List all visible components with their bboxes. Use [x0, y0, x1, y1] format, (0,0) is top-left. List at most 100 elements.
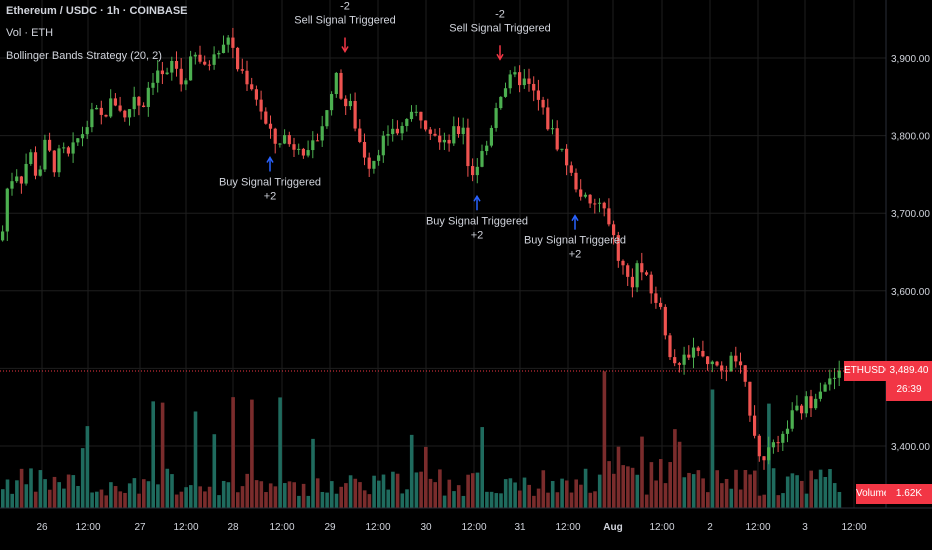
volume-bar — [659, 459, 663, 508]
volume-bar — [142, 479, 146, 508]
volume-bar — [198, 486, 202, 508]
candle-body — [146, 87, 150, 108]
candle-body — [790, 410, 794, 429]
candle-body — [424, 120, 428, 130]
candle-body — [626, 265, 630, 277]
volume-bar — [358, 482, 362, 508]
candle-body — [522, 78, 526, 86]
candle-body — [29, 152, 33, 164]
candle-body — [156, 70, 160, 83]
volume-bar — [663, 483, 668, 508]
volume-legend[interactable]: Vol · ETH — [6, 27, 54, 39]
buy-signal-qty: +2 — [471, 229, 484, 241]
candle-body — [438, 135, 442, 143]
candle-body — [701, 350, 705, 357]
candle-body — [297, 148, 301, 150]
volume-bar — [123, 492, 127, 508]
candle-body — [644, 272, 649, 275]
volume-bar — [245, 473, 249, 508]
volume-bar — [132, 478, 137, 508]
candle-body — [447, 139, 451, 144]
buy-signal-label: Buy Signal Triggered — [219, 176, 321, 188]
volume-bar — [5, 479, 10, 508]
volume-bar — [832, 483, 837, 508]
strategy-legend[interactable]: Bollinger Bands Strategy (20, 2) — [6, 50, 162, 62]
volume-bar — [555, 492, 560, 508]
volume-bar — [29, 468, 33, 508]
candle-body — [818, 391, 822, 399]
candle-body — [428, 129, 432, 134]
volume-bar — [602, 371, 607, 508]
volume-bar — [804, 493, 809, 508]
candle-body — [381, 135, 385, 156]
time-tick-label: 12:00 — [745, 522, 770, 533]
candle-body — [673, 357, 677, 364]
volume-bar — [654, 480, 658, 508]
volume-bar — [771, 468, 776, 508]
candle-body — [607, 208, 611, 225]
candle-body — [414, 111, 418, 113]
volume-bar — [414, 472, 419, 508]
volume-bar — [626, 466, 630, 508]
volume-bar — [203, 491, 207, 508]
volume-bar — [95, 491, 99, 508]
sell-signal-label: Sell Signal Triggered — [449, 22, 551, 34]
candle-body — [621, 260, 625, 266]
candle-body — [489, 127, 493, 146]
volume-bar — [250, 399, 254, 508]
sell-signal-label: Sell Signal Triggered — [294, 15, 396, 27]
volume-bar — [743, 470, 748, 508]
buy-arrow-head — [473, 194, 481, 202]
volume-bar — [753, 470, 757, 508]
volume-bar — [90, 492, 94, 508]
volume-tag: Volume — [856, 484, 889, 504]
price-tick-label: 3,400.00 — [891, 442, 930, 453]
candle-body — [85, 127, 89, 135]
price-axis-bg — [886, 0, 932, 550]
candle-body — [245, 70, 249, 85]
candle-body — [452, 126, 456, 144]
candle-body — [494, 108, 498, 128]
volume-bar — [372, 475, 376, 508]
candle-body — [160, 70, 164, 75]
buy-signal-label: Buy Signal Triggered — [524, 235, 626, 247]
candle-body — [179, 68, 183, 85]
chart-title[interactable]: Ethereum / USDC · 1h · COINBASE — [6, 5, 188, 17]
volume-bar — [456, 485, 461, 508]
candle-body — [442, 139, 446, 143]
volume-bar — [527, 484, 531, 508]
volume-bar — [62, 488, 66, 508]
candle-body — [395, 128, 399, 134]
volume-bar — [137, 493, 141, 508]
candle-body — [814, 398, 818, 409]
volume-bar — [240, 486, 245, 508]
time-axis[interactable]: 26 12:00 27 12:00 28 12:00 29 12:00 30 12:00 31 12:… — [0, 507, 932, 550]
volume-bar — [522, 477, 527, 508]
candle-body — [804, 396, 808, 414]
volume-bar — [76, 485, 80, 508]
candle-body — [499, 96, 503, 109]
volume-bar — [644, 494, 649, 508]
grid — [0, 0, 886, 508]
candle-body — [574, 172, 578, 190]
volume-bar — [673, 429, 677, 508]
candle-body — [635, 263, 639, 288]
volume-bar — [268, 483, 273, 508]
candle-body — [536, 90, 540, 100]
candle-body — [226, 37, 230, 45]
volume-bar — [710, 389, 715, 508]
volume-bar — [691, 474, 696, 508]
candle-body — [630, 276, 634, 288]
candle-body — [518, 72, 522, 86]
sell-signal-qty: -2 — [495, 8, 505, 20]
time-tick-label: 2 — [707, 522, 713, 533]
volume-bar — [381, 474, 386, 508]
volume-bar — [433, 482, 437, 508]
candle-body — [433, 133, 437, 136]
volume-bar — [297, 495, 301, 508]
volume-bar — [66, 474, 71, 508]
price-axis[interactable]: 3,900.00 3,800.00 3,700.00 3,600.00 3,400.00 — [885, 0, 932, 550]
candle-body — [240, 69, 244, 71]
volume-bar — [489, 491, 494, 508]
